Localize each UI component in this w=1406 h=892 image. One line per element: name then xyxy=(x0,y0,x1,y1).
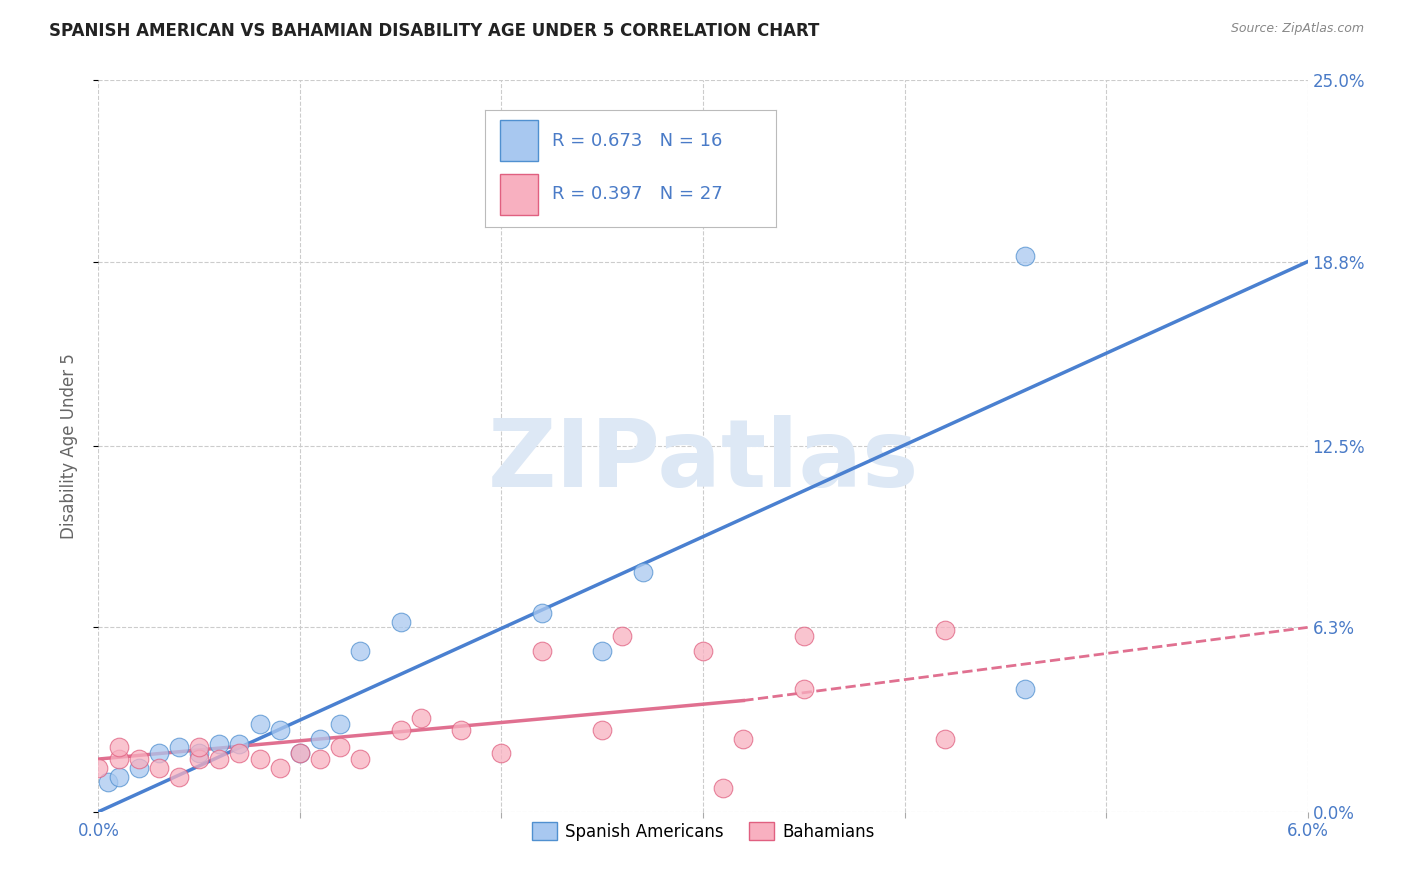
Point xyxy=(107,770,129,784)
Point xyxy=(631,565,654,579)
Point xyxy=(188,752,211,766)
Point xyxy=(107,752,129,766)
Y-axis label: Disability Age Under 5: Disability Age Under 5 xyxy=(59,353,77,539)
Point xyxy=(711,781,734,796)
Text: ZIPatlas: ZIPatlas xyxy=(488,415,918,507)
Point xyxy=(591,644,613,658)
Point xyxy=(228,738,250,752)
Point xyxy=(491,746,513,760)
Point xyxy=(288,746,311,760)
Text: Source: ZipAtlas.com: Source: ZipAtlas.com xyxy=(1230,22,1364,36)
Point xyxy=(188,740,211,755)
Point xyxy=(309,731,332,746)
Point xyxy=(349,644,371,658)
Point xyxy=(269,761,291,775)
Point xyxy=(148,761,170,775)
Point xyxy=(269,723,291,737)
Point xyxy=(733,731,755,746)
Point xyxy=(934,624,956,638)
Point xyxy=(530,606,553,620)
Point xyxy=(349,752,371,766)
Point xyxy=(409,711,432,725)
Point xyxy=(128,761,150,775)
Point xyxy=(389,723,412,737)
Point xyxy=(167,740,190,755)
Point xyxy=(692,644,714,658)
Point xyxy=(97,775,120,789)
Point xyxy=(1014,249,1036,263)
Point xyxy=(288,746,311,760)
Point xyxy=(329,717,352,731)
Point xyxy=(530,190,553,204)
Point xyxy=(167,770,190,784)
Point xyxy=(934,731,956,746)
Legend: Spanish Americans, Bahamians: Spanish Americans, Bahamians xyxy=(524,816,882,847)
Point xyxy=(530,644,553,658)
Point xyxy=(793,681,815,696)
Point xyxy=(389,615,412,629)
Point xyxy=(793,629,815,643)
Point xyxy=(249,752,271,766)
Point xyxy=(612,629,634,643)
Point xyxy=(148,746,170,760)
Point xyxy=(249,717,271,731)
Point xyxy=(309,752,332,766)
Point xyxy=(87,761,110,775)
Point xyxy=(208,738,231,752)
Point xyxy=(208,752,231,766)
Point xyxy=(329,740,352,755)
Point xyxy=(188,746,211,760)
Point xyxy=(450,723,472,737)
Point xyxy=(228,746,250,760)
Point xyxy=(591,723,613,737)
Point xyxy=(1014,681,1036,696)
Point xyxy=(107,740,129,755)
Text: SPANISH AMERICAN VS BAHAMIAN DISABILITY AGE UNDER 5 CORRELATION CHART: SPANISH AMERICAN VS BAHAMIAN DISABILITY … xyxy=(49,22,820,40)
Point xyxy=(128,752,150,766)
